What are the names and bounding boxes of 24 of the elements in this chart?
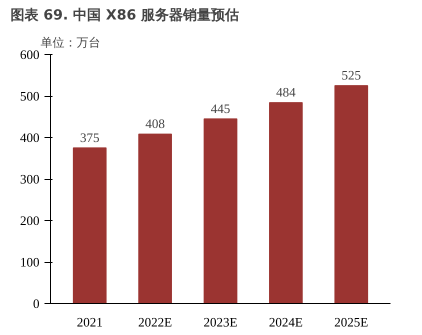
x-tick-label: 2025E bbox=[334, 314, 368, 330]
bar bbox=[334, 85, 368, 304]
bar bbox=[204, 118, 238, 304]
bar bbox=[138, 134, 172, 304]
y-tick-label: 400 bbox=[20, 130, 40, 145]
data-label: 375 bbox=[80, 130, 100, 145]
bar bbox=[269, 102, 303, 304]
y-axis-title: 单位：万台 bbox=[40, 36, 100, 50]
data-label: 445 bbox=[210, 100, 230, 116]
data-label: 408 bbox=[145, 116, 165, 132]
y-tick-label: 300 bbox=[20, 172, 40, 186]
y-tick-label: 100 bbox=[20, 254, 40, 270]
y-tick-label: 600 bbox=[20, 47, 40, 62]
y-tick-label: 500 bbox=[20, 88, 40, 104]
chart-title: 图表 69. 中国 X86 服务器销量预估 bbox=[10, 8, 240, 24]
y-tick-label: 200 bbox=[20, 213, 40, 228]
x-tick-label: 2023E bbox=[204, 314, 238, 330]
x-tick-label: 2024E bbox=[268, 314, 303, 330]
data-label: 484 bbox=[276, 84, 296, 100]
bar bbox=[72, 147, 107, 304]
data-label: 525 bbox=[342, 68, 362, 83]
x-tick-label: 2021 bbox=[76, 314, 103, 330]
x-tick-label: 2022E bbox=[138, 314, 172, 330]
y-tick-label: 0 bbox=[33, 296, 40, 311]
